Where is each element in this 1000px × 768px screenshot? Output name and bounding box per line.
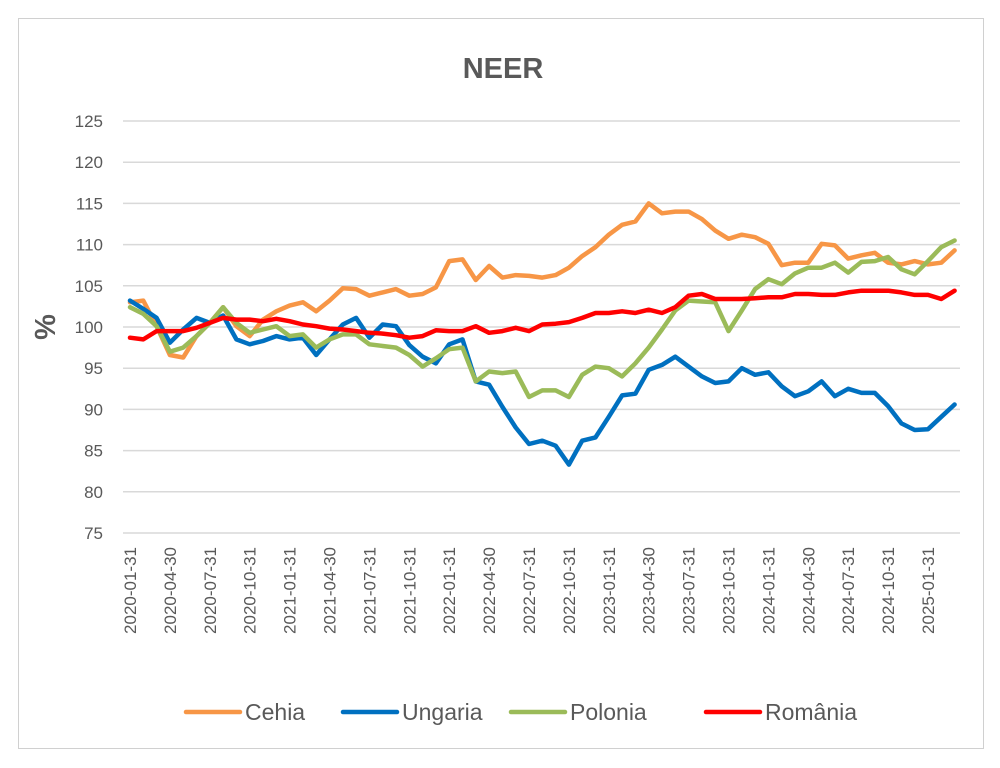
x-tick-label: 2025-01-31	[919, 547, 938, 634]
series-line-cehia	[127, 201, 957, 360]
x-tick-label: 2020-07-31	[201, 547, 220, 634]
chart-frame	[18, 18, 984, 749]
x-tick-label: 2022-10-31	[560, 547, 579, 634]
x-tick-label: 2021-10-31	[400, 547, 419, 634]
y-tick-label: 115	[76, 194, 103, 213]
legend-item: Polonia	[508, 699, 647, 725]
x-tick-label: 2023-01-31	[600, 547, 619, 634]
series-line-românia	[127, 288, 957, 342]
legend-label: Polonia	[570, 699, 647, 725]
x-tick-label: 2023-10-31	[720, 547, 739, 634]
x-tick-label: 2020-04-30	[161, 547, 180, 634]
x-tick-label: 2024-04-30	[799, 547, 818, 634]
legend-label: Cehia	[245, 699, 305, 725]
series-line-ungaria	[127, 298, 957, 467]
series-lines	[127, 201, 957, 467]
x-tick-label: 2020-10-31	[241, 547, 260, 634]
y-tick-label: 85	[84, 442, 103, 461]
x-tick-label: 2022-01-31	[440, 547, 459, 634]
legend: Cehia Ungaria Polonia România	[183, 699, 857, 725]
y-tick-label: 100	[75, 318, 103, 337]
x-tick-label: 2020-01-31	[121, 547, 140, 634]
chart-title: NEER	[463, 53, 544, 85]
x-axis-ticks: 2020-01-31 2020-04-30 2020-07-31 2020-10-31…	[121, 547, 938, 634]
y-axis-ticks: 75 80 85 90 95 100 105 110 115 120 125	[75, 112, 103, 543]
x-tick-label: 2023-07-31	[680, 547, 699, 634]
x-tick-label: 2024-10-31	[879, 547, 898, 634]
x-tick-label: 2021-07-31	[360, 547, 379, 634]
legend-label: România	[765, 699, 857, 725]
x-tick-label: 2024-07-31	[839, 547, 858, 634]
y-tick-label: 105	[75, 277, 103, 296]
y-tick-label: 95	[84, 359, 103, 378]
legend-item: Cehia	[183, 699, 305, 725]
x-tick-label: 2022-04-30	[480, 547, 499, 634]
series-line-polonia	[127, 238, 957, 400]
y-tick-label: 110	[76, 236, 103, 255]
x-tick-label: 2022-07-31	[520, 547, 539, 634]
y-tick-label: 90	[84, 400, 103, 419]
y-tick-label: 125	[75, 112, 103, 131]
legend-item: România	[703, 699, 857, 725]
x-tick-label: 2024-01-31	[759, 547, 778, 634]
y-axis-label: %	[30, 314, 62, 340]
legend-item: Ungaria	[340, 699, 483, 725]
y-tick-label: 75	[84, 524, 103, 543]
x-tick-label: 2023-04-30	[640, 547, 659, 634]
legend-label: Ungaria	[402, 699, 483, 725]
y-tick-label: 120	[75, 153, 103, 172]
x-tick-label: 2021-04-30	[321, 547, 340, 634]
y-tick-label: 80	[84, 483, 103, 502]
gridlines	[123, 120, 960, 534]
x-tick-label: 2021-01-31	[281, 547, 300, 634]
